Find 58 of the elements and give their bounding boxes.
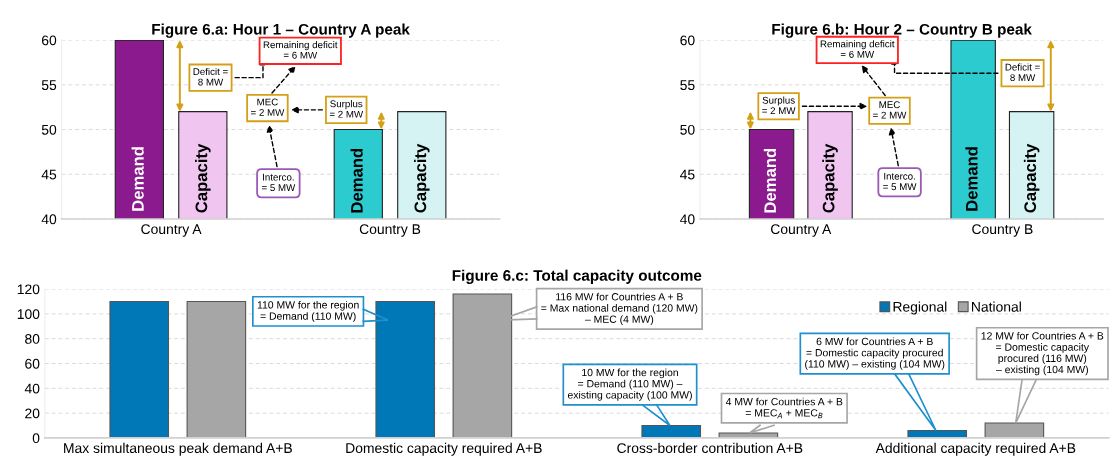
bar bbox=[186, 300, 247, 438]
y-tick-label: 120 bbox=[17, 284, 40, 295]
annotation: Surplus = 2 MW bbox=[762, 96, 796, 115]
y-tick-label: 55 bbox=[41, 80, 57, 90]
annotation: 116 MW for Countries A + B = Max national demand (120 MW) – MEC (4 MW) bbox=[541, 292, 698, 325]
series-label: Demand bbox=[763, 148, 777, 213]
y-tick-label: 60 bbox=[680, 35, 695, 46]
text: Demand bbox=[965, 147, 978, 211]
annotation: 6 MW for Countries A + B = Domestic capacity procured (110 MW) – existing (104 MW) bbox=[805, 337, 945, 370]
annotation: Remaining deficit = 6 MW bbox=[263, 41, 338, 59]
y-tick-label: 55 bbox=[680, 80, 695, 90]
y-tick-label: 100 bbox=[17, 309, 40, 320]
chart-title: Figure 6.b: Hour 2 – Country B peak bbox=[772, 23, 1032, 38]
y-tick-label: 45 bbox=[680, 169, 695, 180]
x-tick-label: Domestic capacity required A+B bbox=[346, 442, 542, 456]
series-label: Demand bbox=[131, 147, 144, 211]
x-tick-label: Cross-border contribution A+B bbox=[617, 442, 803, 454]
y-tick-label: 0 bbox=[32, 433, 40, 444]
bar bbox=[641, 424, 702, 438]
annotation: 4 MW for Countries A + B = MEC$_{A}$ + MEC$_{B}$ bbox=[725, 397, 843, 419]
annotation: 110 MW for the region = Demand (110 MW) bbox=[257, 300, 359, 322]
chart-title: Figure 6.a: Hour 1 – Country A peak bbox=[152, 23, 410, 38]
y-tick-label: 50 bbox=[680, 124, 695, 135]
text: Demand bbox=[350, 148, 363, 213]
text: Capacity bbox=[414, 143, 430, 213]
annotation: 10 MW for the region = Demand (110 MW) – existing capacity (100 MW) bbox=[567, 368, 692, 401]
annotation: Interco. = 5 MW bbox=[883, 172, 917, 191]
y-tick-label: 20 bbox=[25, 408, 40, 419]
chart-title: Figure 6.c: Total capacity outcome bbox=[452, 269, 702, 284]
annotation: 12 MW for Countries A + B = Domestic capacity procured (116 MW) – existing (104 MW) bbox=[981, 331, 1104, 376]
x-tick-label: Country A bbox=[771, 224, 832, 237]
annotation: Deficit = 8 MW bbox=[193, 67, 228, 86]
x-tick-label: Country B bbox=[359, 224, 421, 237]
y-tick-label: 40 bbox=[41, 214, 57, 225]
y-tick-label: 40 bbox=[680, 214, 695, 225]
y-tick-label: 45 bbox=[41, 169, 57, 180]
annotation: Interco. = 5 MW bbox=[261, 173, 296, 192]
legend-label: National bbox=[972, 301, 1021, 312]
annotation: Remaining deficit = 6 MW bbox=[820, 40, 895, 58]
x-tick-label: Country A bbox=[141, 224, 202, 237]
text: Capacity bbox=[1023, 143, 1040, 213]
series-label: Capacity bbox=[195, 143, 211, 213]
y-tick-label: 80 bbox=[25, 334, 40, 344]
x-tick-label: Additional capacity required A+B bbox=[875, 442, 1076, 456]
annotation: MEC = 2 MW bbox=[873, 101, 907, 119]
y-tick-label: 60 bbox=[42, 35, 57, 46]
y-tick-label: 60 bbox=[25, 358, 40, 369]
y-tick-label: 50 bbox=[41, 124, 57, 135]
annotation: MEC = 2 MW bbox=[251, 98, 285, 116]
x-tick-label: Country B bbox=[972, 224, 1033, 237]
series-label: Capacity bbox=[822, 143, 838, 213]
bar bbox=[375, 300, 436, 438]
bar bbox=[109, 300, 170, 438]
x-tick-label: Max simultaneous peak demand A+B bbox=[64, 442, 292, 456]
annotation: Surplus = 2 MW bbox=[329, 100, 364, 118]
y-tick-label: 40 bbox=[24, 383, 40, 394]
legend-label: Regional bbox=[893, 301, 947, 315]
annotation: Deficit = 8 MW bbox=[1005, 63, 1040, 82]
